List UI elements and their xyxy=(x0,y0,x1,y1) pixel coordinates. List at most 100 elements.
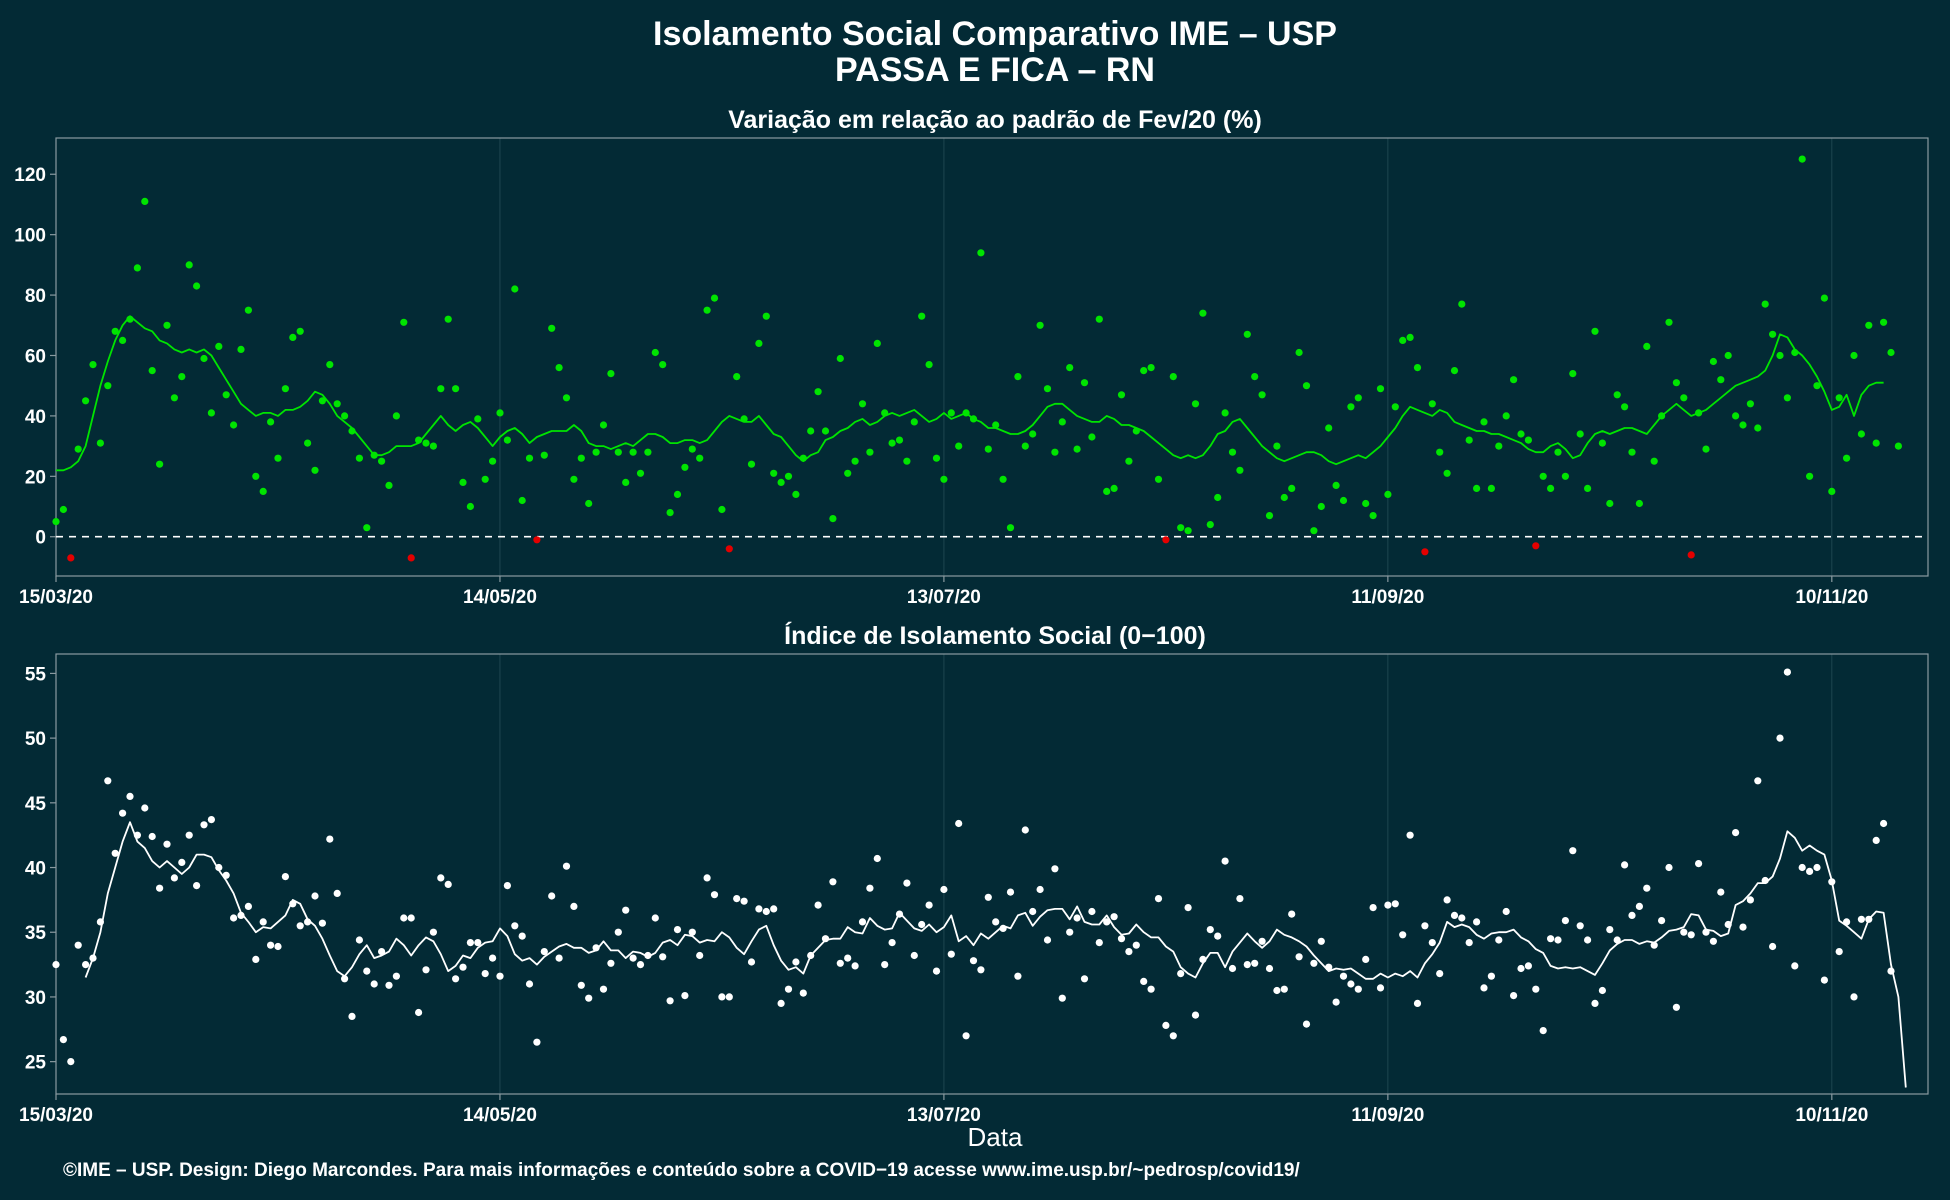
data-point xyxy=(622,906,630,914)
data-point xyxy=(96,918,104,926)
data-point xyxy=(1650,941,1658,949)
data-point xyxy=(1021,826,1029,834)
data-point xyxy=(59,505,67,514)
data-point xyxy=(1872,836,1880,845)
data-point xyxy=(777,478,785,486)
data-point xyxy=(1606,926,1614,934)
data-point xyxy=(851,457,859,465)
data-point xyxy=(1421,922,1429,930)
data-point xyxy=(651,348,659,357)
data-point xyxy=(888,439,896,447)
data-point xyxy=(1117,935,1126,943)
data-point xyxy=(1709,357,1717,366)
data-point xyxy=(415,436,423,444)
data-point xyxy=(651,914,659,922)
x-axis-title: Data xyxy=(968,1122,1023,1152)
data-point xyxy=(267,418,275,426)
data-point xyxy=(1288,484,1296,492)
data-point xyxy=(1162,536,1170,544)
data-point xyxy=(955,442,963,450)
y-tick-label: 100 xyxy=(14,226,46,247)
data-point xyxy=(415,1008,423,1017)
data-point xyxy=(185,831,193,839)
data-point xyxy=(1029,430,1037,438)
data-point xyxy=(133,831,141,839)
data-point xyxy=(1502,907,1510,916)
data-point xyxy=(844,954,852,962)
data-point xyxy=(1088,907,1096,916)
data-point xyxy=(503,436,511,444)
data-point xyxy=(866,448,874,456)
data-point xyxy=(607,370,615,378)
data-point xyxy=(511,285,519,293)
data-point xyxy=(784,472,793,480)
data-point xyxy=(163,840,171,848)
data-point xyxy=(1732,829,1740,837)
data-point xyxy=(984,445,992,453)
data-point xyxy=(1295,348,1303,357)
data-point xyxy=(1857,915,1865,923)
data-point xyxy=(599,985,608,993)
data-point xyxy=(407,554,415,562)
data-point xyxy=(474,939,482,947)
data-point xyxy=(984,893,992,901)
data-point xyxy=(755,339,763,347)
data-point xyxy=(215,863,223,872)
data-point xyxy=(1243,961,1251,969)
data-point xyxy=(659,361,667,369)
data-point xyxy=(1117,391,1126,399)
data-point xyxy=(1561,472,1569,480)
data-point xyxy=(1672,1003,1680,1011)
data-point xyxy=(1665,318,1673,326)
data-point xyxy=(947,950,955,958)
data-point xyxy=(89,954,97,962)
data-point xyxy=(392,972,400,980)
data-point xyxy=(1140,977,1148,986)
data-point xyxy=(281,873,289,881)
data-point xyxy=(1436,970,1444,978)
data-point xyxy=(1021,442,1029,450)
data-point xyxy=(1517,964,1525,973)
data-point xyxy=(1850,993,1858,1001)
data-point xyxy=(1650,457,1658,465)
data-point xyxy=(1051,448,1059,456)
data-point xyxy=(740,415,748,423)
data-point xyxy=(770,469,778,477)
data-point xyxy=(1177,524,1185,532)
data-point xyxy=(681,463,689,471)
data-point xyxy=(1406,831,1414,839)
data-point xyxy=(1510,376,1518,384)
data-point xyxy=(814,901,822,909)
data-point xyxy=(1206,926,1214,934)
data-point xyxy=(230,421,238,429)
data-point xyxy=(429,928,437,936)
data-point xyxy=(1791,348,1799,357)
data-point xyxy=(222,391,230,399)
data-point xyxy=(1473,918,1481,926)
data-point xyxy=(1547,484,1555,492)
data-point xyxy=(1450,911,1459,920)
data-point xyxy=(1132,941,1140,949)
y-tick-label: 45 xyxy=(25,794,47,815)
data-point xyxy=(1813,382,1821,390)
y-tick-label: 30 xyxy=(25,988,46,1009)
data-point xyxy=(1635,902,1643,911)
data-point xyxy=(311,466,319,474)
data-point xyxy=(1783,668,1791,676)
panel-bottom-title: Índice de Isolamento Social (0−100) xyxy=(784,621,1206,650)
data-point xyxy=(540,451,548,459)
data-point xyxy=(555,364,563,372)
data-point xyxy=(1302,1020,1311,1028)
data-point xyxy=(244,306,252,314)
data-point xyxy=(1465,939,1473,947)
data-point xyxy=(170,394,178,402)
data-point xyxy=(1391,900,1399,908)
data-point xyxy=(1421,548,1429,556)
data-point xyxy=(1702,445,1710,453)
data-point xyxy=(1177,970,1185,978)
data-point xyxy=(1147,985,1155,993)
data-point xyxy=(918,312,926,320)
data-point xyxy=(437,874,445,882)
data-point xyxy=(1465,436,1473,444)
data-point xyxy=(1643,884,1651,892)
